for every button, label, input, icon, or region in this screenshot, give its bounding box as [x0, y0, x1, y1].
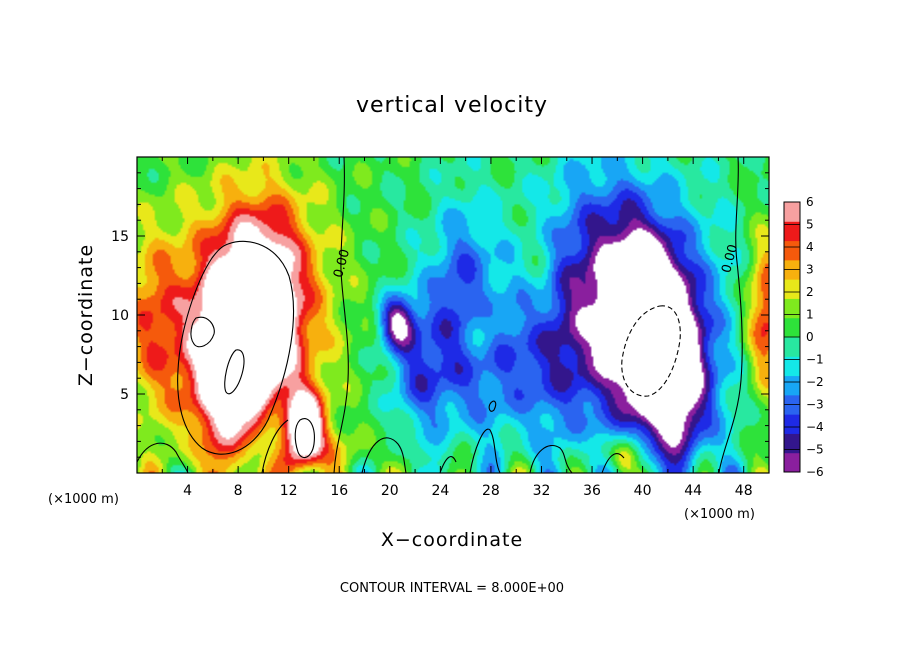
colorbar-swatch [784, 221, 800, 242]
colorbar-swatch [784, 375, 800, 396]
updraft-contour [177, 240, 295, 455]
colorbar-swatch [784, 414, 800, 434]
zero-contour-left [333, 157, 349, 473]
colorbar-swatch [784, 452, 800, 473]
contour-labels: 0.00 0.00 [331, 243, 741, 280]
y-tick-label: 10 [111, 308, 129, 324]
colorbar-swatch [784, 202, 800, 222]
colorbar-tick-label: −6 [806, 465, 824, 479]
colorbar-swatch [784, 279, 800, 299]
ground-contour-3 [361, 437, 407, 473]
x-tick-label: 4 [183, 483, 192, 499]
colorbar-swatch [784, 317, 800, 338]
colorbar-tick-label: 6 [806, 195, 814, 209]
updraft-contour-small [294, 418, 315, 459]
colorbar-tick-label: −1 [806, 353, 824, 367]
x-tick-label: 40 [634, 483, 652, 499]
velocity-field [137, 157, 769, 473]
x-tick-label: 36 [583, 483, 601, 499]
ground-contour-5 [469, 428, 501, 473]
colorbar-tick-label: 2 [806, 285, 814, 299]
colorbar-tick-label: −4 [806, 420, 824, 434]
colorbar-swatch [784, 298, 800, 319]
colorbar-tick-label: −2 [806, 375, 824, 389]
ground-contour-7 [488, 400, 497, 412]
x-unit-right: (×1000 m) [684, 507, 755, 522]
colorbar-tick-label: 3 [806, 263, 814, 277]
zero-contour-right [718, 157, 743, 473]
x-tick-label: 32 [533, 483, 551, 499]
contour-lines [137, 157, 743, 473]
colorbar: 6 5 4 3 2 1 0 −1 −2 −3 −4 −5 −6 [783, 195, 824, 479]
colorbar-tick-label: 1 [806, 308, 814, 322]
ground-contour-8 [601, 453, 625, 473]
ground-contour-4 [439, 456, 457, 473]
x-tick-label: 44 [684, 483, 702, 499]
colorbar-tick-label: 0 [806, 330, 814, 344]
x-tick-label: 8 [234, 483, 243, 499]
colorbar-tick-label: 4 [806, 240, 814, 254]
inner-contour-a [190, 316, 215, 348]
x-tick-label: 12 [280, 483, 298, 499]
x-axis-label: X−coordinate [381, 529, 523, 551]
colorbar-tick-label: 5 [806, 218, 814, 232]
x-axis: 4 8 12 16 20 24 28 32 36 40 44 48 [161, 157, 753, 499]
y-tick-label: 15 [111, 229, 129, 245]
contour-label-2: 0.00 [719, 243, 741, 275]
colorbar-swatch [784, 433, 800, 454]
x-tick-label: 28 [482, 483, 500, 499]
downdraft-contour [621, 305, 681, 397]
colorbar-swatch [784, 337, 800, 357]
colorbar-tick-label: −5 [806, 443, 824, 457]
y-tick-label: 5 [120, 387, 129, 403]
x-tick-label: 16 [330, 483, 348, 499]
x-unit-left: (×1000 m) [48, 492, 119, 507]
ground-contour-1 [137, 442, 189, 473]
inner-contour-b [224, 349, 245, 395]
colorbar-swatch [784, 240, 800, 261]
contour-label-1: 0.00 [331, 248, 353, 280]
x-tick-label: 20 [381, 483, 399, 499]
x-tick-label: 48 [735, 483, 753, 499]
ground-contour-2 [261, 419, 289, 473]
x-tick-label: 24 [431, 483, 449, 499]
chart-title: vertical velocity [356, 93, 548, 118]
contour-interval-note: CONTOUR INTERVAL = 8.000E+00 [340, 581, 564, 596]
y-axis: 5 10 15 [111, 172, 769, 458]
colorbar-swatch [784, 356, 800, 377]
y-axis-label: Z−coordinate [75, 244, 97, 386]
ground-contour-6 [529, 445, 573, 473]
plot-area: 0.00 0.00 [137, 157, 769, 473]
colorbar-tick-label: −3 [806, 398, 824, 412]
